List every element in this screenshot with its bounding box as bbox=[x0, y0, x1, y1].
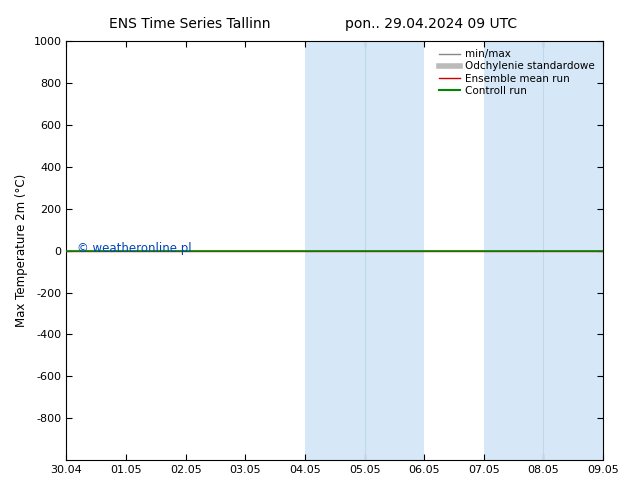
Text: ENS Time Series Tallinn: ENS Time Series Tallinn bbox=[110, 17, 271, 31]
Legend: min/max, Odchylenie standardowe, Ensemble mean run, Controll run: min/max, Odchylenie standardowe, Ensembl… bbox=[436, 46, 598, 99]
Text: pon.. 29.04.2024 09 UTC: pon.. 29.04.2024 09 UTC bbox=[345, 17, 517, 31]
Bar bbox=[365, 41, 424, 460]
Y-axis label: Max Temperature 2m (°C): Max Temperature 2m (°C) bbox=[15, 174, 28, 327]
Bar bbox=[543, 41, 603, 460]
Bar bbox=[484, 41, 543, 460]
Bar bbox=[305, 41, 365, 460]
Text: © weatheronline.pl: © weatheronline.pl bbox=[77, 242, 191, 255]
